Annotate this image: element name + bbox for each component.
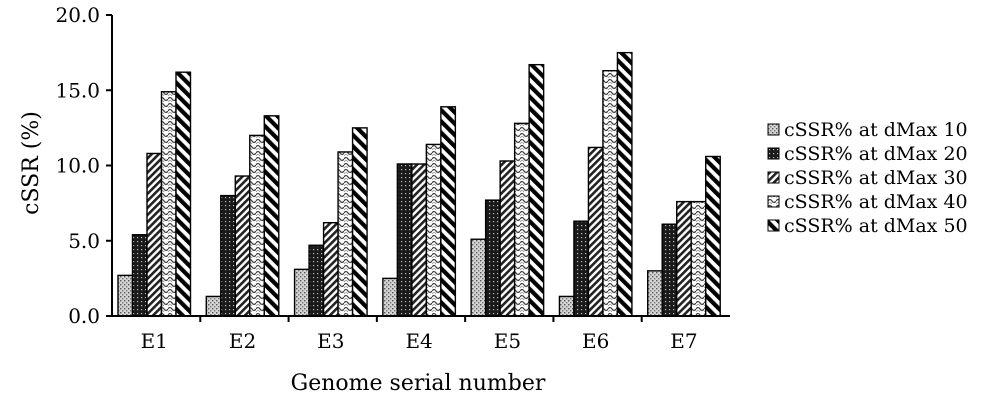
bar-e5-series-5 bbox=[528, 63, 545, 317]
y-axis-ticks: 0.0 5.0 10.0 15.0 20.0 bbox=[55, 3, 112, 328]
bar-e7-series-2 bbox=[661, 223, 678, 317]
bar-e3-series-4 bbox=[337, 151, 354, 317]
legend-swatch-1 bbox=[767, 123, 780, 136]
bar-e4-series-3 bbox=[411, 163, 428, 317]
bar-e3-series-5 bbox=[351, 127, 368, 317]
bar-e1-series-2 bbox=[131, 234, 148, 317]
bar-e4-series-4 bbox=[425, 143, 442, 317]
bar-e1-series-3 bbox=[146, 152, 163, 317]
legend-label-1: cSSR% at dMax 10 bbox=[784, 119, 968, 141]
bar-e6-series-5 bbox=[616, 51, 633, 317]
bar-e6-series-2 bbox=[573, 220, 590, 317]
x-tick-label: E6 bbox=[582, 329, 609, 353]
legend-label-5: cSSR% at dMax 50 bbox=[784, 215, 968, 237]
y-tick-label: 20.0 bbox=[55, 3, 100, 27]
x-tick-label: E7 bbox=[670, 329, 697, 353]
bar-e4-series-2 bbox=[396, 163, 413, 317]
bar-e2-series-1 bbox=[205, 295, 222, 317]
legend-swatch-2 bbox=[767, 147, 780, 160]
bar-e7-series-1 bbox=[647, 270, 663, 317]
x-tick-label: E3 bbox=[317, 329, 344, 353]
bar-e7-series-4 bbox=[690, 200, 707, 317]
bar-e1-series-4 bbox=[160, 91, 177, 317]
x-tick-label: E1 bbox=[141, 329, 168, 353]
x-tick-label: E2 bbox=[229, 329, 256, 353]
bar-e3-series-2 bbox=[308, 244, 325, 317]
y-tick-label: 5.0 bbox=[68, 229, 100, 253]
bar-e1-series-1 bbox=[117, 274, 134, 317]
legend-label-4: cSSR% at dMax 40 bbox=[784, 191, 968, 213]
bar-e5-series-1 bbox=[470, 238, 487, 317]
bar-e2-series-2 bbox=[220, 194, 236, 317]
x-tick-label: E4 bbox=[405, 329, 432, 353]
y-tick-label: 15.0 bbox=[55, 78, 100, 102]
x-axis-title: Genome serial number bbox=[291, 371, 546, 396]
legend-swatch-3 bbox=[767, 171, 780, 184]
bar-e4-series-5 bbox=[440, 106, 457, 317]
bar-e7-series-3 bbox=[676, 200, 692, 317]
x-tick-label: E5 bbox=[494, 329, 521, 353]
legend-swatch-4 bbox=[767, 195, 780, 208]
bar-e5-series-4 bbox=[513, 122, 530, 317]
y-tick-label: 10.0 bbox=[55, 154, 100, 178]
bars-layer bbox=[117, 51, 721, 317]
bar-e6-series-4 bbox=[602, 69, 619, 317]
legend-swatch-5 bbox=[767, 219, 780, 232]
bar-e3-series-3 bbox=[322, 221, 339, 317]
legend-label-3: cSSR% at dMax 30 bbox=[784, 167, 968, 189]
bar-e2-series-3 bbox=[234, 175, 251, 317]
x-axis-ticks: E1 E2 E3 E4 E5 E6 E7 bbox=[141, 316, 698, 353]
bar-e5-series-3 bbox=[499, 160, 516, 317]
y-axis-title: cSSR (%) bbox=[19, 111, 44, 215]
bar-e4-series-1 bbox=[382, 277, 399, 317]
bar-e5-series-2 bbox=[484, 199, 501, 317]
bar-e3-series-1 bbox=[293, 268, 310, 317]
legend-label-2: cSSR% at dMax 20 bbox=[784, 143, 968, 165]
bar-e2-series-4 bbox=[249, 134, 265, 317]
bar-e6-series-1 bbox=[558, 295, 575, 317]
bar-e1-series-5 bbox=[175, 71, 192, 317]
bar-e7-series-5 bbox=[705, 155, 721, 317]
bar-e2-series-5 bbox=[263, 115, 280, 317]
bar-e6-series-3 bbox=[587, 146, 604, 317]
y-tick-label: 0.0 bbox=[68, 304, 100, 328]
